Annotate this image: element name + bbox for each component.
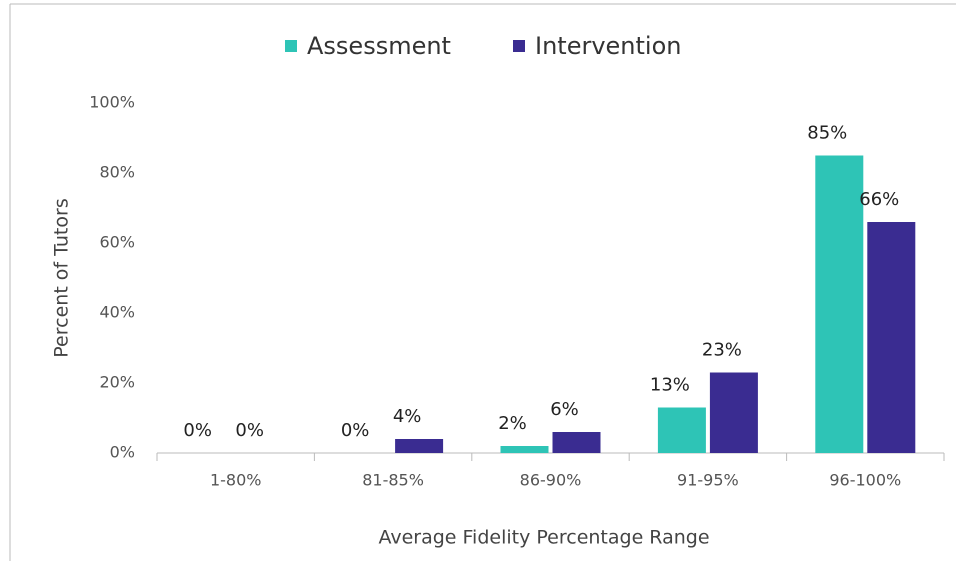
x-tick-label: 81-85%	[362, 471, 424, 490]
bar	[395, 439, 444, 453]
data-label: 13%	[650, 375, 690, 396]
x-axis-title: Average Fidelity Percentage Range	[378, 527, 709, 549]
y-axis-title: Percent of Tutors	[51, 198, 73, 357]
bar	[552, 432, 601, 453]
x-tick-label: 86-90%	[520, 471, 582, 490]
x-tick-label: 91-95%	[677, 471, 739, 490]
data-label: 85%	[807, 123, 847, 144]
y-tick-label: 40%	[99, 303, 135, 322]
bar	[500, 446, 549, 453]
data-label: 66%	[859, 189, 899, 210]
y-tick-label: 20%	[99, 373, 135, 392]
data-label: 6%	[550, 399, 579, 420]
data-label: 0%	[235, 420, 264, 441]
data-label: 2%	[498, 413, 527, 434]
y-tick-label: 100%	[89, 93, 135, 112]
legend-label: Assessment	[307, 32, 451, 60]
x-tick-label: 1-80%	[210, 471, 262, 490]
bar	[867, 222, 916, 453]
y-tick-label: 80%	[99, 163, 135, 182]
data-label: 4%	[393, 406, 422, 427]
bar	[815, 155, 864, 453]
y-tick-label: 0%	[110, 443, 135, 462]
data-label: 0%	[183, 420, 212, 441]
data-label: 0%	[341, 420, 370, 441]
data-label: 23%	[702, 340, 742, 361]
legend-label: Intervention	[535, 32, 681, 60]
legend-swatch	[285, 40, 297, 52]
y-tick-label: 60%	[99, 233, 135, 252]
bar	[657, 407, 706, 453]
legend-swatch	[513, 40, 525, 52]
bar	[709, 372, 758, 453]
x-tick-label: 96-100%	[829, 471, 901, 490]
